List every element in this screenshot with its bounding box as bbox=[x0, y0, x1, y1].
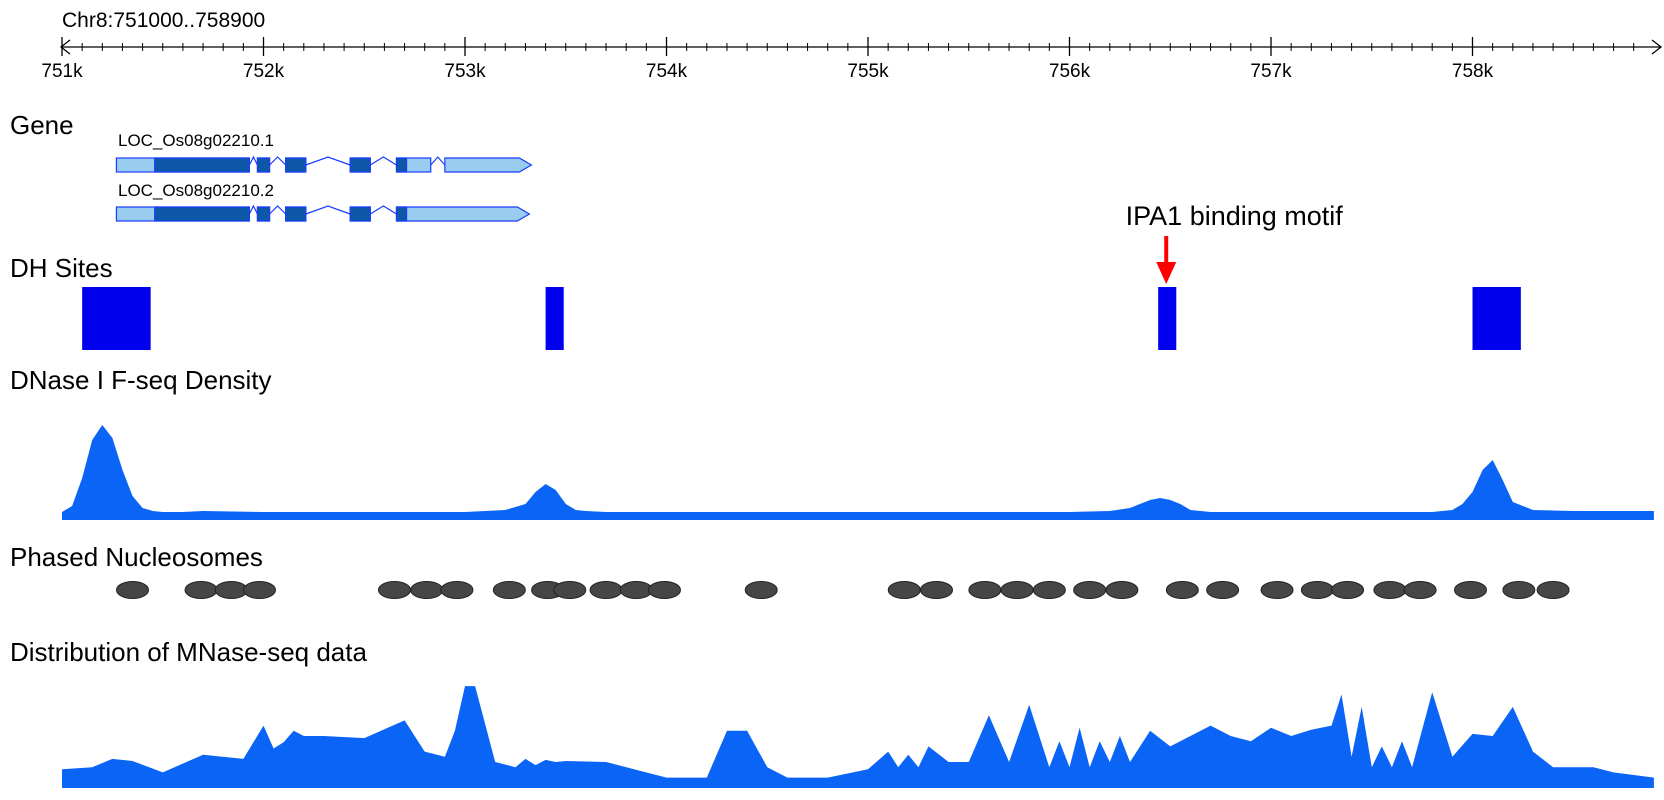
ruler-tick-label: 758k bbox=[1452, 61, 1494, 82]
gene-track-label: Gene bbox=[10, 110, 74, 140]
nucleosome-track-label: Phased Nucleosomes bbox=[10, 542, 263, 572]
nucleosome-track: Phased Nucleosomes bbox=[10, 542, 1570, 599]
dh-site-block bbox=[82, 287, 151, 350]
nucleosome-ellipse bbox=[1206, 581, 1240, 599]
nucleosome-ellipse bbox=[1502, 581, 1536, 599]
ruler-tick-label: 756k bbox=[1049, 61, 1091, 82]
nucleosome-ellipse bbox=[1300, 581, 1334, 599]
cds-exon bbox=[349, 157, 371, 173]
transcript-model bbox=[115, 204, 531, 222]
nucleosome-ellipse bbox=[1536, 581, 1570, 599]
nucleosome-ellipse bbox=[1000, 581, 1034, 599]
red-down-arrow-icon bbox=[1156, 236, 1177, 284]
mnase-distribution-area bbox=[62, 686, 1654, 788]
intron-line bbox=[369, 205, 397, 215]
intron-line bbox=[430, 156, 446, 166]
nucleosome-ellipse bbox=[619, 581, 653, 599]
nucleosome-ellipse bbox=[1453, 581, 1487, 599]
transcript-name: LOC_Os08g02210.2 bbox=[118, 181, 274, 200]
cds-exon bbox=[256, 206, 271, 222]
dnase-density-track: DNase I F-seq Density bbox=[10, 365, 1654, 520]
dnase-track-label: DNase I F-seq Density bbox=[10, 365, 272, 395]
cds-exon bbox=[395, 206, 408, 222]
nucleosome-ellipse bbox=[1073, 581, 1107, 599]
dh-site-features bbox=[82, 287, 1521, 350]
cds-exon bbox=[285, 206, 307, 222]
nucleosome-ellipse bbox=[553, 581, 587, 599]
nucleosome-ellipse bbox=[887, 581, 921, 599]
nucleosome-ellipse bbox=[184, 581, 218, 599]
nucleosome-ellipse bbox=[1105, 581, 1139, 599]
intron-line bbox=[248, 204, 258, 215]
dh-site-block bbox=[1472, 287, 1521, 350]
locus-label: Chr8:751000..758900 bbox=[62, 9, 265, 32]
intron-line bbox=[269, 156, 287, 166]
nucleosome-ellipse bbox=[968, 581, 1002, 599]
motif-annotation-label: IPA1 binding motif bbox=[1126, 201, 1344, 231]
nucleosome-ellipse bbox=[440, 581, 474, 599]
cds-exon bbox=[154, 157, 250, 173]
ruler-left-arrow bbox=[59, 39, 71, 55]
nucleosome-ellipse bbox=[214, 581, 248, 599]
dh-sites-track: DH Sites IPA1 binding motif bbox=[10, 201, 1521, 350]
nucleosome-ellipse bbox=[647, 581, 681, 599]
ruler-tick-label: 755k bbox=[847, 61, 889, 82]
nucleosome-features bbox=[116, 581, 1570, 599]
ruler-tick-label: 753k bbox=[444, 61, 486, 82]
dh-site-block bbox=[1158, 287, 1177, 350]
transcript-name: LOC_Os08g02210.1 bbox=[118, 131, 274, 150]
ruler-tick-label: 757k bbox=[1250, 61, 1292, 82]
nucleosome-ellipse bbox=[1403, 581, 1437, 599]
nucleosome-ellipse bbox=[1260, 581, 1294, 599]
nucleosome-ellipse bbox=[744, 581, 778, 599]
utr-exon bbox=[395, 206, 531, 222]
gene-track: Gene LOC_Os08g02210.1 LOC_Os08g02210.2 bbox=[10, 110, 533, 222]
nucleosome-ellipse bbox=[1331, 581, 1365, 599]
ruler-tick-label: 754k bbox=[646, 61, 688, 82]
dnase-density-area bbox=[62, 425, 1654, 520]
cds-exon bbox=[256, 157, 271, 173]
cds-exon bbox=[285, 157, 307, 173]
ruler-tick-label: 751k bbox=[41, 61, 83, 82]
ruler-major-ticks: 751k 752k 753k 754k 755k 756k 757k 758k bbox=[41, 37, 1494, 82]
mnase-track: Distribution of MNase-seq data bbox=[10, 637, 1654, 788]
nucleosome-ellipse bbox=[1032, 581, 1066, 599]
intron-line bbox=[305, 156, 351, 166]
nucleosome-ellipse bbox=[492, 581, 526, 599]
nucleosome-ellipse bbox=[410, 581, 444, 599]
dh-site-block bbox=[545, 287, 564, 350]
nucleosome-ellipse bbox=[1165, 581, 1199, 599]
ruler-right-arrow bbox=[1651, 39, 1663, 55]
intron-line bbox=[305, 205, 351, 215]
intron-line bbox=[369, 156, 397, 166]
nucleosome-ellipse bbox=[920, 581, 954, 599]
intron-line bbox=[248, 155, 258, 166]
mnase-track-label: Distribution of MNase-seq data bbox=[10, 637, 367, 667]
nucleosome-ellipse bbox=[116, 581, 150, 599]
coordinate-ruler: Chr8:751000..758900 751k 752k 753k 754k 755k… bbox=[41, 9, 1663, 82]
utr-exon bbox=[444, 157, 533, 173]
ruler-tick-label: 752k bbox=[243, 61, 285, 82]
transcript-model bbox=[115, 155, 533, 173]
nucleosome-ellipse bbox=[377, 581, 411, 599]
cds-exon bbox=[154, 206, 250, 222]
nucleosome-ellipse bbox=[1373, 581, 1407, 599]
intron-line bbox=[269, 205, 287, 215]
nucleosome-ellipse bbox=[242, 581, 276, 599]
cds-exon bbox=[349, 206, 371, 222]
cds-exon bbox=[395, 157, 408, 173]
nucleosome-ellipse bbox=[589, 581, 623, 599]
dh-sites-track-label: DH Sites bbox=[10, 253, 113, 283]
